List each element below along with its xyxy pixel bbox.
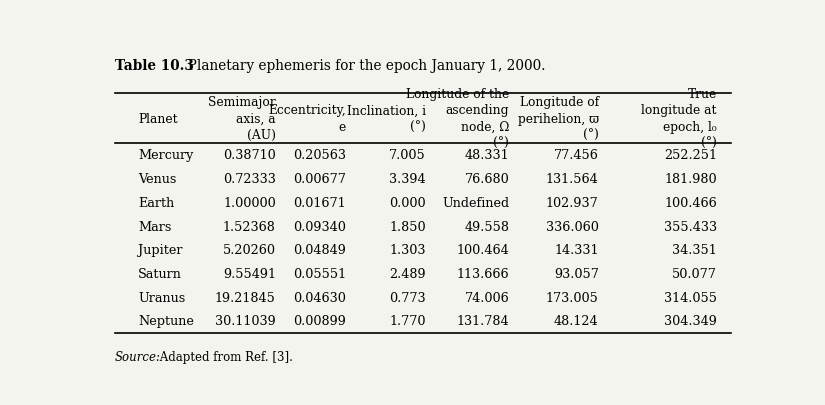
Text: 76.680: 76.680 <box>464 173 509 185</box>
Text: Uranus: Uranus <box>139 291 186 304</box>
Text: 355.433: 355.433 <box>664 220 717 233</box>
Text: 0.000: 0.000 <box>389 196 426 209</box>
Text: 100.466: 100.466 <box>664 196 717 209</box>
Text: Earth: Earth <box>139 196 175 209</box>
Text: Table 10.3: Table 10.3 <box>115 59 194 72</box>
Text: 9.55491: 9.55491 <box>223 267 276 280</box>
Text: True
longitude at
epoch, l₀
(°): True longitude at epoch, l₀ (°) <box>641 87 717 150</box>
Text: 0.09340: 0.09340 <box>293 220 346 233</box>
Text: 30.11039: 30.11039 <box>215 315 276 328</box>
Text: 0.05551: 0.05551 <box>293 267 346 280</box>
Text: 0.72333: 0.72333 <box>223 173 276 185</box>
Text: 0.00899: 0.00899 <box>293 315 346 328</box>
Text: 102.937: 102.937 <box>546 196 599 209</box>
Text: 304.349: 304.349 <box>664 315 717 328</box>
Text: 3.394: 3.394 <box>389 173 426 185</box>
Text: Planetary ephemeris for the epoch January 1, 2000.: Planetary ephemeris for the epoch Januar… <box>178 59 545 72</box>
Text: 50.077: 50.077 <box>672 267 717 280</box>
Text: 113.666: 113.666 <box>456 267 509 280</box>
Text: 336.060: 336.060 <box>546 220 599 233</box>
Text: 14.331: 14.331 <box>554 244 599 257</box>
Text: 34.351: 34.351 <box>672 244 717 257</box>
Text: Mercury: Mercury <box>139 149 194 162</box>
Text: Adapted from Ref. [3].: Adapted from Ref. [3]. <box>156 350 293 363</box>
Text: 1.303: 1.303 <box>389 244 426 257</box>
Text: 48.331: 48.331 <box>464 149 509 162</box>
Text: 100.464: 100.464 <box>456 244 509 257</box>
Text: Source:: Source: <box>115 350 161 363</box>
Text: Mars: Mars <box>139 220 172 233</box>
Text: 0.38710: 0.38710 <box>223 149 276 162</box>
Text: 5.20260: 5.20260 <box>223 244 276 257</box>
Text: 77.456: 77.456 <box>554 149 599 162</box>
Text: Venus: Venus <box>139 173 177 185</box>
Text: Eccentricity,
e: Eccentricity, e <box>268 104 346 134</box>
Text: 0.04630: 0.04630 <box>293 291 346 304</box>
Text: 0.773: 0.773 <box>389 291 426 304</box>
Text: Saturn: Saturn <box>139 267 182 280</box>
Text: Inclination, i
(°): Inclination, i (°) <box>346 104 426 134</box>
Text: 1.850: 1.850 <box>389 220 426 233</box>
Text: 74.006: 74.006 <box>464 291 509 304</box>
Text: Semimajor
axis, a
(AU): Semimajor axis, a (AU) <box>208 96 276 142</box>
Text: 131.564: 131.564 <box>546 173 599 185</box>
Text: 1.770: 1.770 <box>389 315 426 328</box>
Text: Planet: Planet <box>139 112 178 125</box>
Text: Longitude of the
ascending
node, Ω
(°): Longitude of the ascending node, Ω (°) <box>406 87 509 150</box>
Text: 131.784: 131.784 <box>456 315 509 328</box>
Text: 173.005: 173.005 <box>546 291 599 304</box>
Text: 7.005: 7.005 <box>389 149 426 162</box>
Text: Jupiter: Jupiter <box>139 244 183 257</box>
Text: 181.980: 181.980 <box>664 173 717 185</box>
Text: Neptune: Neptune <box>139 315 194 328</box>
Text: 0.20563: 0.20563 <box>293 149 346 162</box>
Text: 0.01671: 0.01671 <box>294 196 346 209</box>
Text: 49.558: 49.558 <box>464 220 509 233</box>
Text: 314.055: 314.055 <box>664 291 717 304</box>
Text: 2.489: 2.489 <box>389 267 426 280</box>
Text: 19.21845: 19.21845 <box>214 291 276 304</box>
Text: Undefined: Undefined <box>442 196 509 209</box>
Text: 1.00000: 1.00000 <box>223 196 276 209</box>
Text: 0.04849: 0.04849 <box>293 244 346 257</box>
Text: Longitude of
perihelion, ϖ
(°): Longitude of perihelion, ϖ (°) <box>517 96 599 142</box>
Text: 48.124: 48.124 <box>554 315 599 328</box>
Text: 1.52368: 1.52368 <box>223 220 276 233</box>
Text: 252.251: 252.251 <box>664 149 717 162</box>
Text: 0.00677: 0.00677 <box>293 173 346 185</box>
Text: 93.057: 93.057 <box>554 267 599 280</box>
